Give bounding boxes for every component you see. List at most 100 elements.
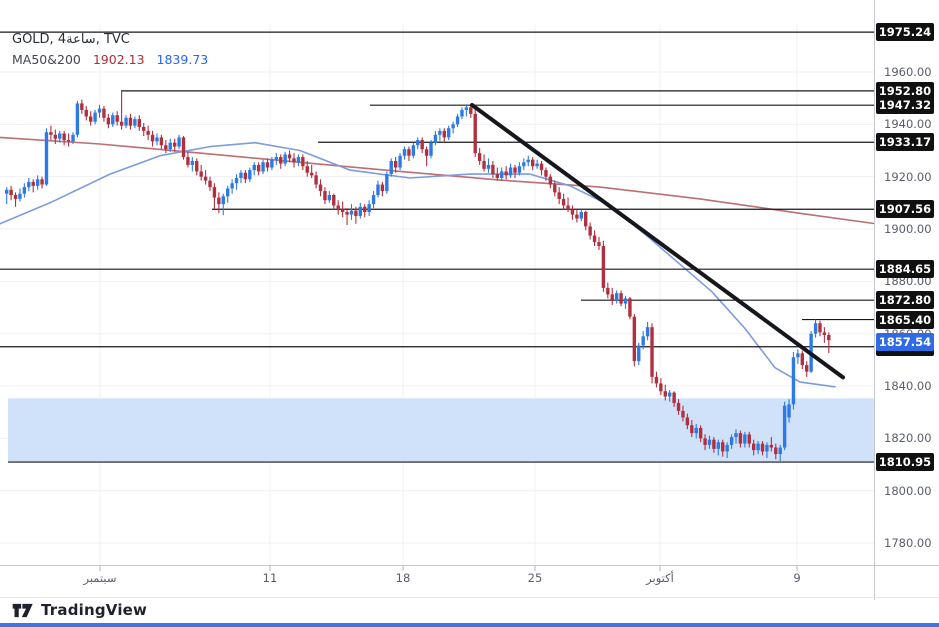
candle-body bbox=[177, 137, 181, 147]
candle-body bbox=[172, 142, 177, 147]
candle-body bbox=[367, 204, 371, 213]
candle-body bbox=[654, 376, 659, 384]
candle-body bbox=[80, 103, 84, 110]
candle-body bbox=[44, 132, 49, 185]
candle-body bbox=[181, 137, 186, 158]
candle-body bbox=[676, 403, 681, 411]
candle-body bbox=[455, 116, 460, 125]
candle-body bbox=[584, 212, 588, 227]
candle-body bbox=[751, 443, 756, 451]
candle-body bbox=[429, 142, 433, 156]
candle-body bbox=[142, 126, 146, 131]
candle-body bbox=[796, 353, 800, 358]
candle-body bbox=[703, 438, 707, 445]
price-line-badge: 1907.56 bbox=[876, 200, 934, 219]
candle-body bbox=[256, 164, 261, 172]
candle-body bbox=[190, 160, 195, 165]
candle-body bbox=[137, 119, 141, 127]
candle-body bbox=[539, 163, 544, 171]
price-line-badge: 1947.32 bbox=[876, 96, 934, 115]
candle-body bbox=[195, 160, 199, 172]
candle-body bbox=[495, 174, 500, 178]
candle-body bbox=[645, 327, 650, 337]
candle-body bbox=[9, 189, 13, 195]
time-axis[interactable]: سبتمبر 11 18 25 أكتوبر 9 bbox=[0, 566, 875, 596]
candle-body bbox=[800, 353, 804, 366]
candle-body bbox=[416, 140, 420, 146]
candle-body bbox=[398, 155, 402, 168]
price-axis[interactable]: 1960.001940.001920.001900.001880.001860.… bbox=[875, 0, 939, 600]
candle-body bbox=[411, 145, 416, 156]
candle-body bbox=[712, 439, 716, 449]
candle-body bbox=[221, 196, 225, 205]
candle-body bbox=[27, 181, 31, 188]
price-line-badge: 1872.80 bbox=[876, 291, 934, 310]
candle-body bbox=[407, 149, 411, 156]
candle-body bbox=[349, 210, 354, 215]
price-line-badge: 1865.40 bbox=[876, 310, 934, 329]
candle-body bbox=[451, 124, 455, 129]
candle-body bbox=[787, 404, 791, 418]
demand-zone bbox=[8, 398, 874, 463]
candle-body bbox=[721, 442, 725, 452]
ma-legend-label: MA50&200 bbox=[12, 52, 81, 67]
candle-body bbox=[18, 193, 22, 199]
candle-body bbox=[58, 133, 62, 139]
candle-body bbox=[274, 157, 279, 160]
candle-body bbox=[734, 433, 738, 438]
candle-body bbox=[442, 130, 446, 138]
candle-body bbox=[663, 391, 667, 397]
candle-body bbox=[287, 154, 292, 159]
price-tick-label: 1960.00 bbox=[884, 65, 932, 79]
candle-body bbox=[279, 157, 283, 164]
candle-body bbox=[248, 170, 252, 180]
time-tick-label: 9 bbox=[793, 571, 801, 585]
candle-body bbox=[517, 166, 522, 173]
candle-body bbox=[561, 198, 566, 206]
tradingview-brand-text[interactable]: TradingView bbox=[41, 601, 148, 619]
candle-body bbox=[765, 444, 769, 452]
candle-body bbox=[323, 191, 327, 201]
candle-body bbox=[659, 383, 663, 392]
candle-body bbox=[66, 140, 71, 142]
time-tick-label: 25 bbox=[527, 571, 543, 585]
candle-body bbox=[376, 184, 380, 195]
candle-body bbox=[150, 134, 155, 142]
price-tick-label: 1840.00 bbox=[884, 379, 932, 394]
candle-body bbox=[354, 210, 358, 216]
price-tick-label: 1920.00 bbox=[884, 169, 932, 184]
tradingview-logo-icon[interactable] bbox=[12, 602, 34, 619]
candle-body bbox=[460, 109, 464, 117]
candle-body bbox=[592, 235, 597, 243]
candle-body bbox=[535, 163, 539, 167]
candle-body bbox=[49, 132, 53, 135]
candle-body bbox=[548, 176, 553, 185]
candle-body bbox=[75, 103, 80, 135]
candle-body bbox=[5, 189, 9, 194]
candle-body bbox=[606, 287, 610, 295]
candle-body bbox=[402, 149, 407, 156]
time-tick-label: 11 bbox=[262, 571, 278, 585]
candle-body bbox=[491, 164, 495, 175]
candle-body bbox=[363, 206, 367, 213]
candle-body bbox=[668, 392, 672, 397]
candle-body bbox=[685, 417, 690, 426]
candle-body bbox=[212, 187, 217, 198]
candle-body bbox=[738, 433, 743, 444]
candle-body bbox=[62, 133, 66, 141]
candle-body bbox=[336, 205, 340, 210]
candle-body bbox=[632, 316, 637, 362]
candle-body bbox=[420, 140, 424, 150]
candle-body bbox=[570, 209, 575, 215]
candle-body bbox=[124, 117, 128, 126]
candle-body bbox=[22, 187, 27, 194]
time-tick-label: سبتمبر bbox=[83, 571, 117, 585]
candle-body bbox=[164, 145, 168, 150]
candle-body bbox=[508, 167, 513, 176]
candle-body bbox=[199, 171, 203, 177]
candle-body bbox=[778, 447, 782, 455]
candle-body bbox=[230, 183, 234, 189]
candle-body bbox=[522, 162, 526, 167]
